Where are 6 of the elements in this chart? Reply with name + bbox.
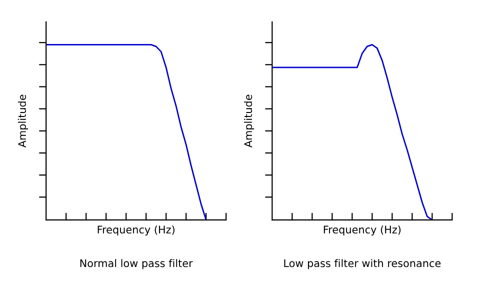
y-axis-title: Amplitude xyxy=(244,94,254,148)
text: Normal low pass filter xyxy=(80,259,193,270)
y-axis-title: Amplitude xyxy=(18,94,28,148)
text: Low pass filter with resonance xyxy=(284,259,441,270)
x-axis-title: Frequency (Hz) xyxy=(98,225,174,236)
x-axis-title: Frequency (Hz) xyxy=(324,225,401,236)
